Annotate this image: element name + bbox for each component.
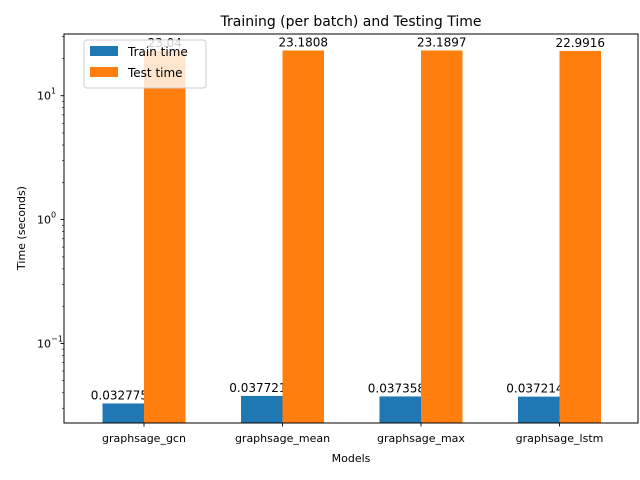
data-label: 23.1808 bbox=[278, 35, 328, 49]
bar-test-time-graphsage_mean bbox=[282, 50, 324, 423]
plot-frame bbox=[63, 33, 639, 424]
x-tick-label: graphsage_lstm bbox=[516, 432, 604, 445]
y-tick-label: 101 bbox=[37, 87, 56, 103]
x-tick-label: graphsage_mean bbox=[235, 432, 330, 445]
x-tick-label: graphsage_gcn bbox=[102, 432, 186, 445]
chart-title: Training (per batch) and Testing Time bbox=[219, 14, 481, 30]
data-label: 23.1897 bbox=[417, 35, 467, 49]
bar-train-time-graphsage_lstm bbox=[518, 396, 560, 423]
data-label: 0.0327754 bbox=[91, 388, 156, 402]
y-tick-label: 100 bbox=[37, 211, 56, 227]
bar-test-time-graphsage_gcn bbox=[144, 50, 186, 423]
legend-swatch-test-time bbox=[90, 67, 118, 77]
y-axis-label: Time (seconds) bbox=[15, 186, 28, 271]
bar-train-time-graphsage_max bbox=[379, 396, 421, 423]
bar-test-time-graphsage_max bbox=[421, 50, 463, 424]
y-tick-label: 10−1 bbox=[37, 334, 63, 350]
legend-label: Test time bbox=[127, 66, 183, 80]
bar-train-time-graphsage_gcn bbox=[102, 403, 144, 423]
bar-train-time-graphsage_mean bbox=[241, 395, 283, 423]
plot-area: 0.03277540.03772190.03735850.037214323.0… bbox=[91, 35, 605, 424]
bar-test-time-graphsage_lstm bbox=[559, 50, 601, 423]
data-label: 0.0372143 bbox=[506, 382, 571, 396]
x-axis-label: Models bbox=[332, 452, 371, 465]
data-label: 0.0373585 bbox=[368, 381, 433, 395]
legend: Train time Test time bbox=[83, 39, 207, 89]
data-label: 22.9916 bbox=[555, 36, 605, 50]
legend-label: Train time bbox=[127, 45, 188, 59]
x-axis: graphsage_gcn graphsage_mean graphsage_max… bbox=[102, 423, 603, 445]
legend-swatch-train-time bbox=[90, 46, 118, 56]
x-tick-label: graphsage_max bbox=[377, 432, 465, 445]
y-axis: 10−1 100 101 bbox=[37, 36, 64, 409]
data-label: 0.0377219 bbox=[229, 381, 294, 395]
